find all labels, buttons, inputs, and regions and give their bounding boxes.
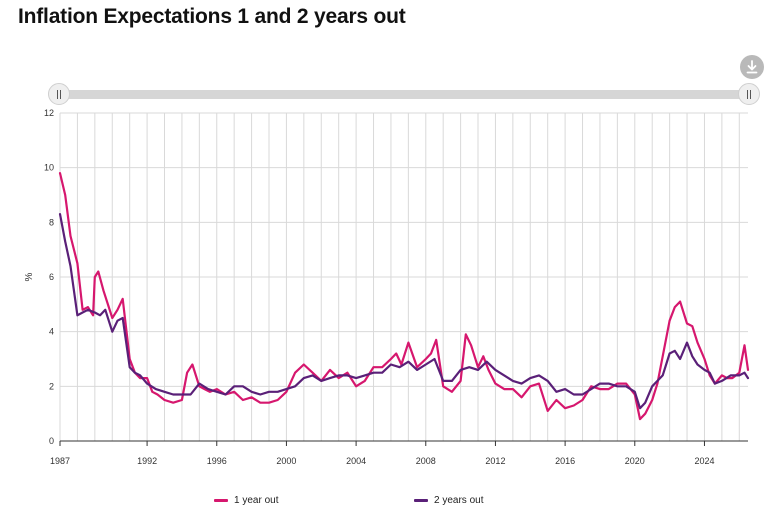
legend-swatch-1-year-out — [214, 499, 228, 502]
range-slider-left-handle[interactable] — [48, 83, 70, 105]
line-chart: 0 2 4 6 8 10 12 1987 1992 1996 2000 2004 2008 2012 201… — [24, 108, 750, 466]
y-tick-label: 10 — [44, 163, 54, 173]
series-line-1-year-out — [58, 171, 750, 421]
x-tick-label: 2000 — [276, 456, 296, 466]
y-tick-label: 2 — [49, 381, 54, 391]
x-tick-label: 2004 — [346, 456, 366, 466]
range-slider-right-handle[interactable] — [738, 83, 760, 105]
y-axis-label: % — [24, 272, 35, 281]
legend-label-2-years-out: 2 years out — [434, 495, 484, 506]
y-tick-label: 6 — [49, 272, 54, 282]
y-tick-label: 4 — [49, 327, 54, 337]
x-tick-label: 1992 — [137, 456, 157, 466]
chart-title: Inflation Expectations 1 and 2 years out — [18, 5, 406, 28]
x-tick-label: 2012 — [485, 456, 505, 466]
range-slider-track[interactable] — [60, 90, 750, 99]
x-tick-label: 2020 — [625, 456, 645, 466]
x-tick-label: 2016 — [555, 456, 575, 466]
y-tick-label: 8 — [49, 217, 54, 227]
legend-item-1-year-out[interactable]: 1 year out — [214, 495, 278, 506]
x-tick-label: 1996 — [207, 456, 227, 466]
legend-item-2-years-out[interactable]: 2 years out — [414, 495, 483, 506]
x-tick-label: 1987 — [50, 456, 70, 466]
download-icon — [746, 60, 758, 74]
download-button[interactable] — [740, 55, 764, 79]
legend-label-1-year-out: 1 year out — [234, 495, 279, 506]
x-tick-label: 2008 — [416, 456, 436, 466]
y-tick-label: 0 — [49, 436, 54, 446]
series-line-2-years-out — [58, 212, 750, 410]
legend-swatch-2-years-out — [414, 499, 428, 502]
y-tick-label: 12 — [44, 108, 54, 118]
x-tick-label: 2024 — [694, 456, 714, 466]
